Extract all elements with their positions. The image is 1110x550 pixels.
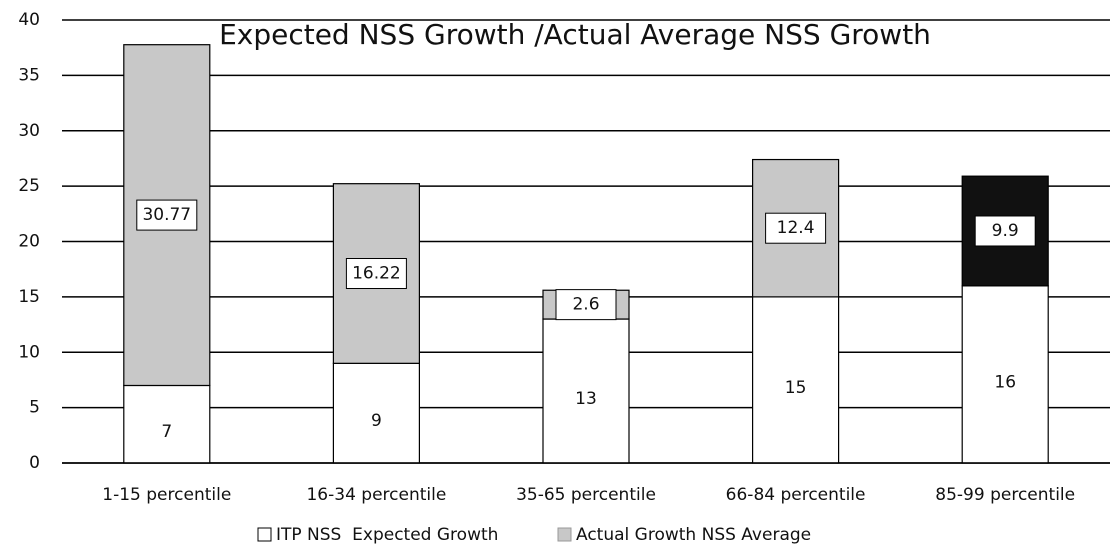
y-tick-label: 15 <box>18 287 40 307</box>
data-label: 15 <box>785 378 807 398</box>
data-label: 16 <box>994 372 1016 392</box>
bar-segment <box>123 384 211 464</box>
data-label: 16.22 <box>352 264 401 284</box>
x-tick-label: 66-84 percentile <box>726 485 866 505</box>
x-tick-label: 35-65 percentile <box>516 485 656 505</box>
y-tick-label: 40 <box>18 10 40 30</box>
label-box <box>555 289 617 321</box>
data-label: 7 <box>161 422 172 442</box>
label-box <box>136 199 198 231</box>
bar-segment <box>961 285 1049 464</box>
data-label: 12.4 <box>777 218 815 238</box>
legend-swatch <box>257 527 272 542</box>
y-tick-label: 0 <box>29 453 40 473</box>
y-tick-label: 30 <box>18 121 40 141</box>
legend-label: Actual Growth NSS Average <box>576 525 811 545</box>
x-tick-label: 85-99 percentile <box>935 485 1075 505</box>
label-box <box>974 215 1036 247</box>
y-tick-label: 35 <box>18 65 40 85</box>
y-tick-label: 20 <box>18 232 40 252</box>
chart-title: Expected NSS Growth /Actual Average NSS … <box>219 18 931 51</box>
bar-segment <box>751 296 840 464</box>
data-label: 30.77 <box>142 205 191 225</box>
x-tick-label: 16-34 percentile <box>306 485 446 505</box>
legend-swatch <box>557 527 572 542</box>
data-label: 13 <box>575 389 597 409</box>
y-tick-label: 5 <box>29 398 40 418</box>
data-label: 9 <box>371 411 382 431</box>
y-tick-label: 10 <box>18 342 40 362</box>
y-tick-label: 25 <box>18 176 40 196</box>
data-label: 9.9 <box>992 221 1019 241</box>
data-label: 2.6 <box>572 295 599 315</box>
label-box <box>345 258 407 290</box>
legend-label: ITP NSS Expected Growth <box>276 525 498 545</box>
label-box <box>765 212 827 244</box>
x-tick-label: 1-15 percentile <box>102 485 231 505</box>
